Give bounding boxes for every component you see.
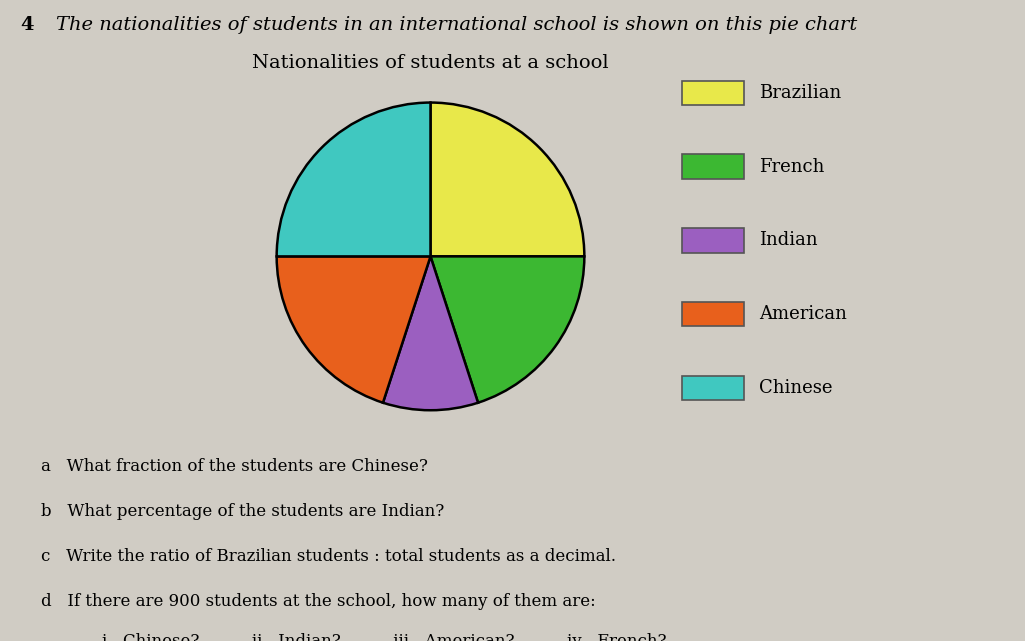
Text: Chinese: Chinese <box>760 379 832 397</box>
Text: Indian: Indian <box>760 231 818 249</box>
Wedge shape <box>277 103 430 256</box>
Wedge shape <box>383 256 478 410</box>
Text: b   What percentage of the students are Indian?: b What percentage of the students are In… <box>41 503 444 520</box>
Text: 4: 4 <box>20 16 34 34</box>
Text: Nationalities of students at a school: Nationalities of students at a school <box>252 54 609 72</box>
Text: a   What fraction of the students are Chinese?: a What fraction of the students are Chin… <box>41 458 427 476</box>
Text: c   Write the ratio of Brazilian students : total students as a decimal.: c Write the ratio of Brazilian students … <box>41 548 616 565</box>
Text: American: American <box>760 305 847 323</box>
Wedge shape <box>430 103 584 256</box>
Wedge shape <box>430 256 584 403</box>
Wedge shape <box>277 256 430 403</box>
Text: i   Chinese?          ii   Indian?          iii   American?          iv   French: i Chinese? ii Indian? iii American? iv F… <box>102 633 667 641</box>
Text: The nationalities of students in an international school is shown on this pie ch: The nationalities of students in an inte… <box>56 16 858 34</box>
Text: French: French <box>760 158 825 176</box>
Text: Brazilian: Brazilian <box>760 84 842 102</box>
Text: d   If there are 900 students at the school, how many of them are:: d If there are 900 students at the schoo… <box>41 593 596 610</box>
